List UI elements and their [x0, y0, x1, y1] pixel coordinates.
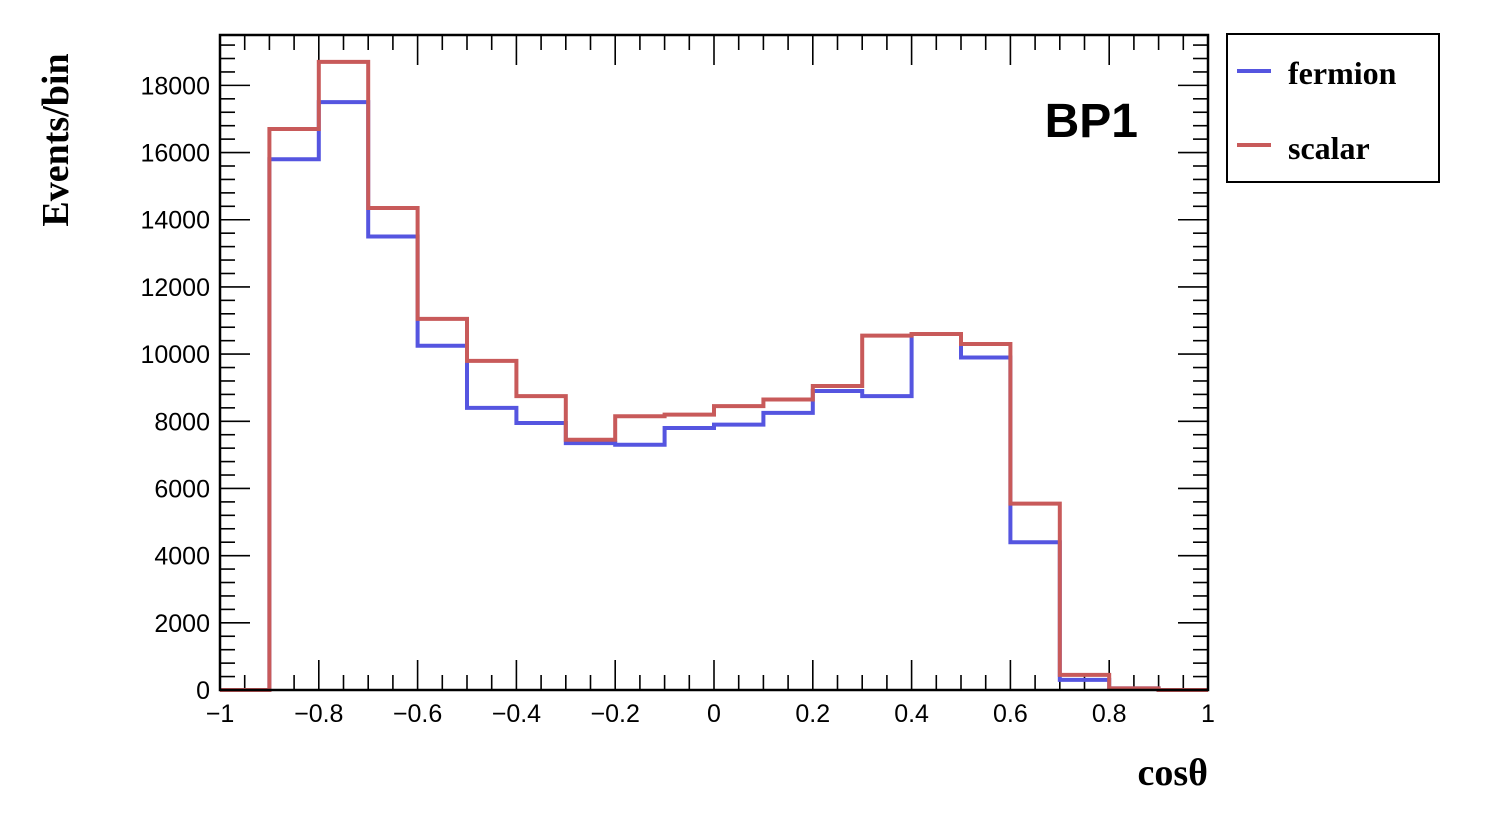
x-tick-label: 0.2 [795, 700, 830, 728]
x-axis-title: cosθ [1138, 752, 1209, 794]
x-tick-label: 0 [707, 700, 721, 728]
y-tick-label: 14000 [140, 207, 210, 235]
x-tick-label: −0.2 [591, 700, 640, 728]
x-tick-label: 1 [1201, 700, 1215, 728]
y-tick-label: 4000 [154, 543, 210, 571]
x-tick-label: −0.6 [393, 700, 442, 728]
legend-label-fermion: fermion [1288, 55, 1397, 91]
legend-label-scalar: scalar [1288, 130, 1370, 166]
y-axis-title: Events/bin [35, 53, 77, 226]
y-tick-label: 10000 [140, 341, 210, 369]
y-tick-label: 6000 [154, 475, 210, 503]
y-tick-label: 0 [196, 677, 210, 705]
legend: fermion scalar [1226, 33, 1440, 183]
series-line-scalar [220, 59, 1208, 692]
y-grid-ticks: 0 2000 4000 6000 8000 10000 12000 14000 16000 180… [140, 44, 1208, 705]
x-tick-label: 0.8 [1092, 700, 1127, 728]
x-grid-ticks: −1 −0.8 −0.6 −0.4 −0.2 0 0.2 0.4 0.6 0.8 1 [206, 35, 1215, 728]
x-tick-label: 0.6 [993, 700, 1028, 728]
y-tick-label: 18000 [140, 72, 210, 100]
y-tick-label: 16000 [140, 140, 210, 168]
x-tick-label: −0.4 [492, 700, 541, 728]
y-tick-label: 8000 [154, 408, 210, 436]
x-tick-label: −1 [206, 700, 235, 728]
series-line-fermion [220, 100, 1208, 692]
x-tick-label: −0.8 [294, 700, 343, 728]
legend-box [1226, 33, 1440, 183]
series-group [220, 59, 1208, 692]
x-tick-label: 0.4 [894, 700, 929, 728]
bp1-annotation: BP1 [1045, 95, 1138, 148]
y-tick-label: 2000 [154, 610, 210, 638]
plot-frame [218, 33, 1210, 692]
y-tick-label: 12000 [140, 274, 210, 302]
